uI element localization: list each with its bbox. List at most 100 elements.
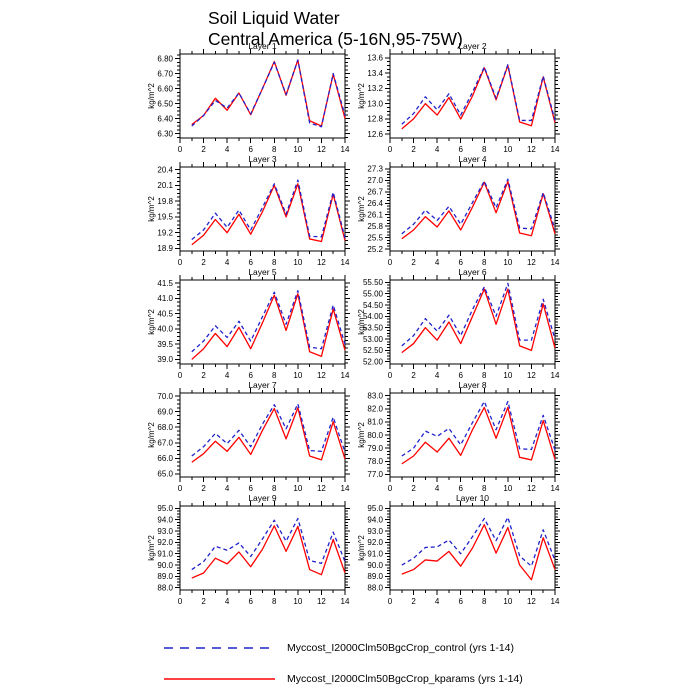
x-tick-label: 8 xyxy=(272,484,277,493)
y-tick-label: 52.50 xyxy=(363,346,384,355)
x-tick-label: 14 xyxy=(551,597,560,606)
control-series-line xyxy=(191,59,346,128)
layer-panel-2: 0 2 4 6 8 10 12 14 12.6 12.8 13.0 13.2 13.4 13.6 Layer… xyxy=(357,41,560,154)
x-tick-label: 0 xyxy=(388,145,393,154)
legend-label-control: Myccost_I2000Clm50BgcCrop_control (yrs 1… xyxy=(287,642,515,654)
y-tick-label: 13.6 xyxy=(367,54,383,63)
panel-title: Layer 9 xyxy=(248,493,277,503)
x-tick-label: 14 xyxy=(341,597,350,606)
legend-item-kparams: Myccost_I2000Clm50BgcCrop_kparams (yrs 1… xyxy=(162,673,523,685)
plot-frame xyxy=(179,392,346,478)
x-tick-label: 2 xyxy=(201,145,206,154)
x-tick-label: 14 xyxy=(341,484,350,493)
y-tick-label: 41.0 xyxy=(157,294,173,303)
legend-item-control: Myccost_I2000Clm50BgcCrop_control (yrs 1… xyxy=(162,642,514,654)
x-tick-label: 4 xyxy=(225,484,230,493)
layer-panel-9: 0 2 4 6 8 10 12 14 88.0 89.0 90.0 91.0 92.0 93.0 94.0 9… xyxy=(147,493,350,606)
y-tick-label: 52.00 xyxy=(363,358,384,367)
x-tick-label: 8 xyxy=(272,258,277,267)
y-tick-label: 94.0 xyxy=(367,515,383,524)
x-tick-label: 4 xyxy=(435,258,440,267)
x-tick-label: 2 xyxy=(201,484,206,493)
x-tick-label: 2 xyxy=(411,258,416,267)
kparams-series-line xyxy=(191,183,346,246)
y-tick-label: 55.00 xyxy=(363,289,384,298)
panel-title: Layer 7 xyxy=(248,380,277,390)
x-tick-label: 8 xyxy=(272,371,277,380)
x-tick-label: 14 xyxy=(551,484,560,493)
panel-title: Layer 8 xyxy=(458,380,487,390)
control-series-line xyxy=(401,516,556,567)
y-tick-label: 53.50 xyxy=(363,323,384,332)
control-series-line xyxy=(401,178,556,235)
x-tick-label: 14 xyxy=(341,258,350,267)
panel-title: Layer 3 xyxy=(248,154,277,164)
y-tick-label: 88.0 xyxy=(157,584,173,593)
y-tick-label: 12.8 xyxy=(367,115,383,124)
x-tick-label: 4 xyxy=(435,484,440,493)
x-tick-label: 10 xyxy=(503,597,512,606)
x-tick-label: 12 xyxy=(317,371,326,380)
y-tick-label: 55.50 xyxy=(363,278,384,287)
y-tick-label: 93.0 xyxy=(367,527,383,536)
y-tick-label: 41.5 xyxy=(157,279,173,288)
x-tick-label: 0 xyxy=(178,258,183,267)
x-tick-label: 2 xyxy=(201,371,206,380)
y-tick-label: 66.0 xyxy=(157,454,173,463)
x-tick-label: 6 xyxy=(248,258,253,267)
x-tick-label: 6 xyxy=(458,597,463,606)
control-series-line xyxy=(401,282,556,347)
x-tick-label: 2 xyxy=(411,145,416,154)
y-tick-label: 6.30 xyxy=(157,129,173,138)
y-tick-label: 6.50 xyxy=(157,99,173,108)
y-axis-label: kg/m^2 xyxy=(357,535,366,561)
x-tick-label: 4 xyxy=(435,371,440,380)
kparams-series-line xyxy=(401,288,556,354)
x-tick-label: 8 xyxy=(272,145,277,154)
y-tick-label: 25.5 xyxy=(367,233,383,242)
control-series-line xyxy=(191,290,346,353)
y-tick-label: 89.0 xyxy=(367,572,383,581)
x-tick-label: 0 xyxy=(388,258,393,267)
x-tick-label: 6 xyxy=(248,371,253,380)
x-tick-label: 2 xyxy=(411,371,416,380)
y-tick-label: 90.0 xyxy=(367,561,383,570)
y-tick-label: 13.4 xyxy=(367,69,383,78)
y-axis-label: kg/m^2 xyxy=(357,422,366,448)
kparams-series-line xyxy=(191,59,346,127)
y-axis-label: kg/m^2 xyxy=(147,196,156,222)
y-axis-label: kg/m^2 xyxy=(357,83,366,109)
y-tick-label: 40.0 xyxy=(157,325,173,334)
x-tick-label: 12 xyxy=(527,484,536,493)
panel-title: Layer 10 xyxy=(456,493,489,503)
kparams-series-line xyxy=(401,524,556,581)
panel-title: Layer 2 xyxy=(458,41,487,51)
y-tick-label: 80.0 xyxy=(367,431,383,440)
kparams-series-line xyxy=(191,525,346,579)
x-tick-label: 10 xyxy=(503,145,512,154)
x-tick-label: 10 xyxy=(293,371,302,380)
x-tick-label: 12 xyxy=(527,258,536,267)
x-tick-label: 12 xyxy=(317,145,326,154)
y-tick-label: 39.0 xyxy=(157,355,173,364)
panel-title: Layer 5 xyxy=(248,267,277,277)
y-tick-label: 91.0 xyxy=(367,549,383,558)
y-tick-label: 27.0 xyxy=(367,176,383,185)
y-tick-label: 26.4 xyxy=(367,199,383,208)
y-tick-label: 53.00 xyxy=(363,335,384,344)
panel-title: Layer 6 xyxy=(458,267,487,277)
y-tick-label: 78.0 xyxy=(367,457,383,466)
x-tick-label: 14 xyxy=(341,145,350,154)
y-tick-label: 39.5 xyxy=(157,340,173,349)
x-tick-label: 10 xyxy=(293,597,302,606)
x-tick-label: 8 xyxy=(482,597,487,606)
y-tick-label: 91.0 xyxy=(157,549,173,558)
x-tick-label: 2 xyxy=(201,258,206,267)
x-tick-label: 6 xyxy=(248,597,253,606)
y-tick-label: 70.0 xyxy=(157,392,173,401)
x-tick-label: 2 xyxy=(411,597,416,606)
control-series-line xyxy=(191,403,346,457)
x-tick-label: 6 xyxy=(458,371,463,380)
layer-panel-8: 0 2 4 6 8 10 12 14 77.0 78.0 79.0 80.0 81.0 82.0 83.0 L… xyxy=(357,380,560,493)
